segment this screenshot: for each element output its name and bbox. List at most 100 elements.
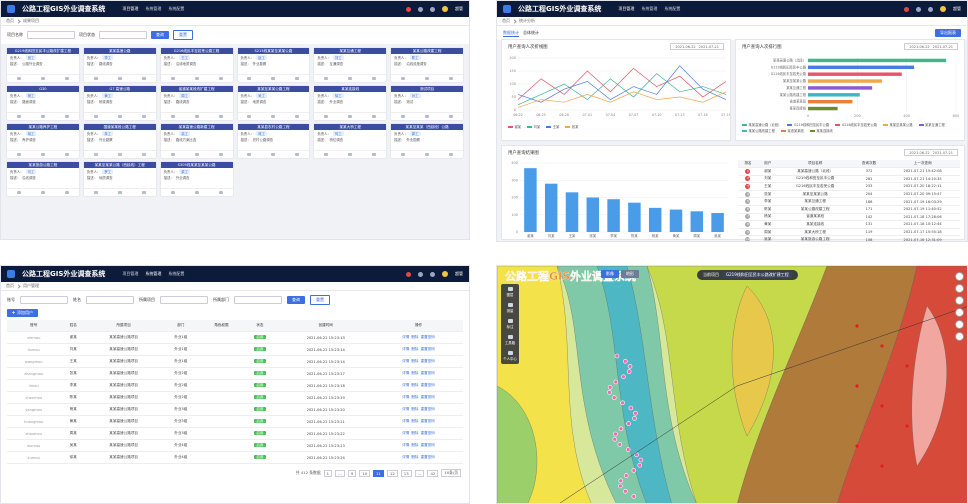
row-action[interactable]: 详情 — [402, 335, 410, 339]
row-action[interactable]: 删除 — [411, 443, 419, 447]
filter-input[interactable] — [99, 31, 147, 39]
project-card[interactable]: 某某大桥工程 负责人： 何工 描述： 桥位调查 — [314, 124, 387, 158]
map-control[interactable] — [955, 284, 964, 293]
project-card[interactable]: 国道某某段公路工程 负责人： 朱工 描述： 外业勘察 — [83, 124, 156, 158]
card-action-icon[interactable] — [16, 191, 21, 194]
date-range[interactable]: 2021-06-22 2021-07-21 — [904, 43, 958, 50]
project-card[interactable]: S215线某某至某某公路 负责人： 赵工 描述： 外业勘察 — [237, 48, 310, 82]
reset-button[interactable]: 重置 — [310, 295, 330, 305]
card-action-icon[interactable] — [372, 115, 377, 118]
nav-item[interactable]: 系统管理 — [145, 6, 162, 11]
map-control[interactable] — [955, 332, 964, 341]
map-tool[interactable]: 标注 — [501, 316, 519, 332]
reset-button[interactable]: 重置 — [173, 30, 193, 40]
crumb-item[interactable]: 首页 — [502, 18, 510, 23]
card-action-icon[interactable] — [348, 77, 353, 80]
map-control[interactable] — [955, 296, 964, 305]
crumb-item[interactable]: 用户管理 — [23, 283, 39, 288]
user-name[interactable]: 超管 — [455, 271, 463, 276]
card-action-icon[interactable] — [194, 153, 199, 156]
card-action-icon[interactable] — [170, 191, 175, 194]
row-action[interactable]: 详情 — [402, 443, 410, 447]
card-action-icon[interactable] — [295, 77, 300, 80]
card-action-icon[interactable] — [401, 153, 406, 156]
row-action[interactable]: 删除 — [411, 335, 419, 339]
legend-item[interactable]: 某某公路改建工程 — [742, 128, 775, 133]
card-action-icon[interactable] — [449, 115, 453, 118]
project-card[interactable]: 某某县农村公路工程 负责人： 林工 描述： 农村公路调查 — [237, 124, 310, 158]
filter-input[interactable] — [20, 296, 68, 304]
row-action[interactable]: 重置密码 — [420, 335, 435, 339]
card-action-icon[interactable] — [16, 153, 21, 156]
card-action-icon[interactable] — [40, 115, 45, 118]
card-action-icon[interactable] — [218, 191, 223, 194]
row-action[interactable]: 删除 — [411, 395, 419, 399]
nav-item[interactable]: 系统配置 — [664, 6, 681, 11]
card-action-icon[interactable] — [194, 115, 199, 118]
row-action[interactable]: 详情 — [402, 359, 410, 363]
filter-input[interactable] — [160, 296, 208, 304]
filter-input[interactable] — [234, 296, 282, 304]
card-action-icon[interactable] — [372, 77, 377, 80]
page-number[interactable]: 1 — [323, 469, 333, 477]
row-action[interactable]: 重置密码 — [420, 371, 435, 375]
map-control[interactable] — [955, 272, 964, 281]
grid-icon[interactable] — [430, 271, 435, 277]
user-name[interactable]: 超管 — [455, 6, 463, 11]
card-action-icon[interactable] — [117, 191, 122, 194]
card-action-icon[interactable] — [247, 115, 252, 118]
project-card[interactable]: 某某旅游公路工程 负责人： 马工 描述： 沿线调查 — [7, 162, 79, 196]
home-icon[interactable] — [916, 6, 921, 12]
card-action-icon[interactable] — [40, 77, 45, 80]
legend-item[interactable]: 王某 — [546, 124, 559, 129]
card-action-icon[interactable] — [141, 115, 146, 118]
card-action-icon[interactable] — [170, 153, 175, 156]
map-tool[interactable]: 图层 — [501, 284, 519, 300]
nav-item[interactable]: 系统配置 — [168, 6, 185, 11]
nav-item[interactable]: 项目管理 — [618, 6, 635, 11]
home-icon[interactable] — [418, 271, 423, 277]
row-action[interactable]: 删除 — [411, 431, 419, 435]
card-action-icon[interactable] — [425, 153, 430, 156]
card-action-icon[interactable] — [295, 153, 300, 156]
card-action-icon[interactable] — [117, 153, 122, 156]
legend-item[interactable]: 省道某某段 — [780, 128, 804, 133]
add-user-button[interactable]: 添加用户 — [7, 309, 38, 317]
search-button[interactable]: 查询 — [287, 296, 305, 304]
project-card[interactable]: G219线和田至民丰公路改扩建工程 负责人： 张工 描述： 公路外业调查 — [7, 48, 79, 82]
nav-item[interactable]: 系统管理 — [641, 6, 658, 11]
card-action-icon[interactable] — [425, 77, 430, 80]
project-card[interactable]: G30 负责人： 杨工 描述： 路面调查 — [7, 86, 79, 120]
card-action-icon[interactable] — [40, 153, 45, 156]
project-card[interactable]: 某某高速公路 负责人： 李工 描述： 路线调查 — [83, 48, 156, 82]
card-action-icon[interactable] — [170, 115, 175, 118]
card-action-icon[interactable] — [93, 77, 98, 80]
row-action[interactable]: 删除 — [411, 419, 419, 423]
project-card[interactable]: 某某至某某公路（西延线）工程 负责人： 罗工 描述： 地质调查 — [83, 162, 156, 196]
page-size[interactable]: 10条/页 — [441, 469, 461, 477]
tab[interactable]: 数据统计 — [503, 29, 519, 37]
card-action-icon[interactable] — [372, 153, 377, 156]
project-card[interactable]: G7 高速公路 负责人： 黄工 描述： 桥梁调查 — [83, 86, 156, 120]
crumb-item[interactable]: 成果项目 — [23, 18, 39, 23]
crumb-item[interactable]: 首页 — [6, 283, 14, 288]
card-action-icon[interactable] — [295, 115, 300, 118]
row-action[interactable]: 详情 — [402, 395, 410, 399]
card-action-icon[interactable] — [449, 153, 453, 156]
card-action-icon[interactable] — [40, 191, 45, 194]
row-action[interactable]: 删除 — [411, 347, 419, 351]
project-selector[interactable]: 当前项目 G219线和田至民丰公路改扩建工程 — [697, 270, 798, 280]
bell-icon[interactable] — [406, 6, 411, 12]
page-number[interactable]: 12 — [386, 469, 398, 477]
card-action-icon[interactable] — [271, 115, 276, 118]
row-action[interactable]: 删除 — [411, 407, 419, 411]
card-action-icon[interactable] — [194, 77, 199, 80]
project-card[interactable]: 某某互通工程 负责人： 刘工 描述： 互通调查 — [314, 48, 387, 82]
legend-item[interactable]: G219线和田至民丰公路 — [787, 122, 829, 127]
card-action-icon[interactable] — [271, 153, 276, 156]
avatar[interactable] — [940, 6, 946, 12]
card-action-icon[interactable] — [64, 115, 69, 118]
project-card[interactable]: 某某公路改建工程 负责人： 陈工 描述： 沿线设施调查 — [391, 48, 463, 82]
row-action[interactable]: 详情 — [402, 407, 410, 411]
legend-item[interactable]: 刘某 — [527, 124, 540, 129]
